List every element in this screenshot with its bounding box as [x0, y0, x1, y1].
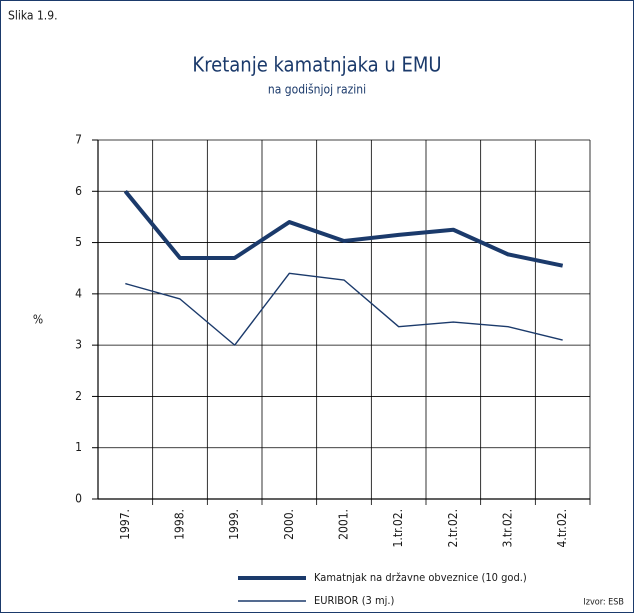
x-tick-label: 2001.: [337, 509, 351, 540]
x-tick-label: 4.tr.02.: [555, 509, 569, 547]
x-tick-label: 3.tr.02.: [501, 509, 515, 547]
x-tick-label: 1999.: [227, 509, 241, 540]
y-tick-label: 2: [75, 389, 82, 403]
x-tick-label: 2.tr.02.: [446, 509, 460, 547]
y-tick-label: 6: [75, 184, 82, 198]
y-tick-label: 4: [75, 286, 82, 300]
x-tick-label: 1998.: [173, 509, 187, 540]
y-tick-label: 7: [75, 133, 82, 147]
source: Izvor: ESB: [583, 598, 624, 608]
chart-title: Kretanje kamatnjaka u EMU: [192, 53, 441, 77]
legend-label: Kamatnjak na državne obveznice (10 god.): [314, 571, 527, 584]
series-line: [125, 272, 563, 346]
x-tick-label: 1.tr.02.: [391, 509, 405, 547]
y-tick-label: 3: [75, 338, 82, 352]
y-tick-label: 0: [75, 492, 82, 506]
y-tick-label: 1: [75, 440, 82, 454]
y-tick-label: 5: [75, 235, 82, 249]
x-tick-label: 1997.: [118, 509, 132, 540]
y-axis-label: %: [33, 313, 43, 327]
series-line: [123, 190, 564, 268]
x-tick-label: 2000.: [282, 509, 296, 540]
legend-label: EURIBOR (3 mj.): [314, 594, 395, 607]
chart-subtitle: na godišnjoj razini: [268, 83, 366, 97]
figure-label: Slika 1.9.: [8, 9, 58, 23]
